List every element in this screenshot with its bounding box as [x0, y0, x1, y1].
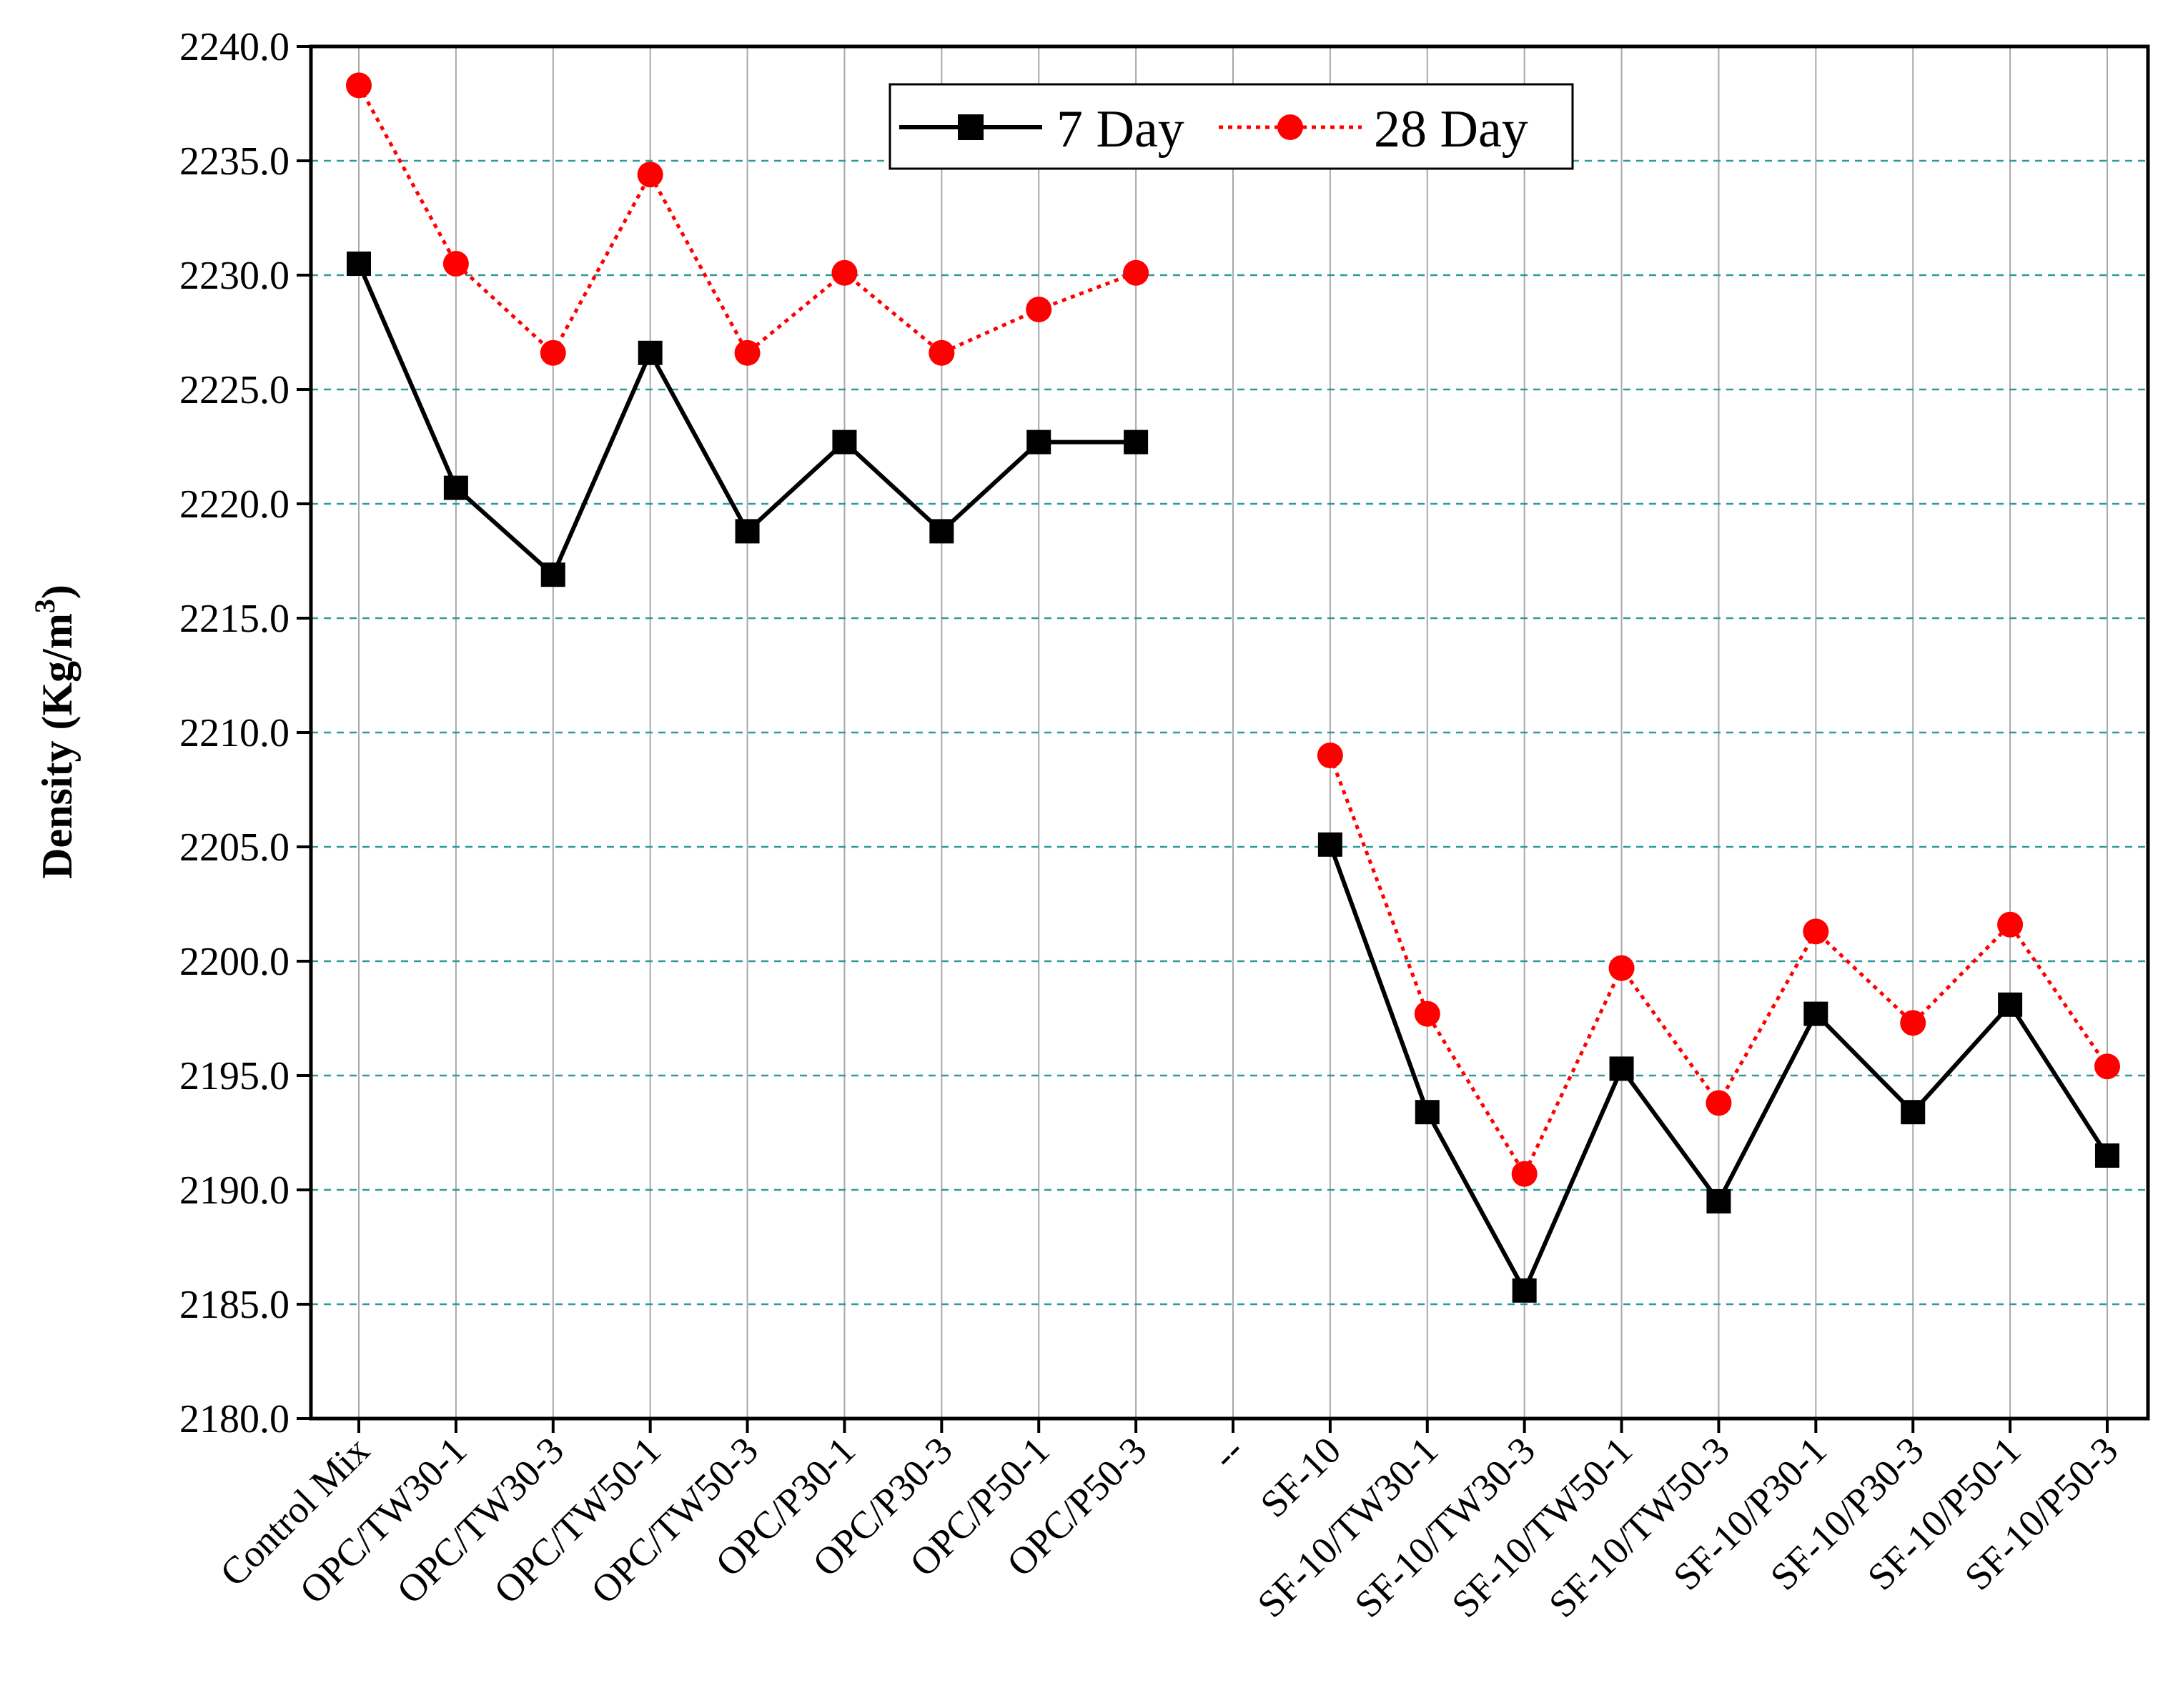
data-point-28-day [540, 339, 566, 366]
data-point-7-day [929, 519, 954, 544]
data-point-7-day [1998, 992, 2023, 1017]
y-tick-label: 2195.0 [179, 1054, 289, 1098]
y-tick-label: 2220.0 [179, 482, 289, 527]
legend-label-7-day: 7 Day [1056, 100, 1184, 159]
data-point-7-day [1609, 1056, 1634, 1081]
data-point-28-day [929, 339, 955, 366]
series-layer [346, 72, 2120, 1303]
data-point-28-day [1123, 259, 1149, 286]
series-28-day [346, 72, 2120, 1187]
data-point-28-day [1997, 911, 2024, 938]
legend-marker-7-day [958, 114, 984, 140]
y-axis-title-superscript: 3 [29, 599, 61, 613]
data-point-7-day [832, 430, 857, 455]
data-point-28-day [831, 259, 858, 286]
data-point-28-day [1608, 955, 1635, 981]
data-point-7-day [347, 252, 371, 276]
legend: 7 Day 28 Day [888, 83, 1574, 170]
y-tick-label: 2200.0 [179, 940, 289, 984]
data-point-28-day [442, 251, 469, 277]
y-axis-title-text: Density (Kg/m [34, 613, 81, 879]
data-point-7-day [1803, 1001, 1828, 1026]
data-point-7-day [443, 475, 468, 500]
data-point-7-day [540, 562, 565, 587]
data-point-7-day [1415, 1100, 1440, 1125]
series-7-day [347, 252, 2119, 1303]
y-tick-label: 2235.0 [179, 139, 289, 184]
data-point-28-day [1026, 297, 1052, 322]
data-point-7-day [735, 519, 760, 544]
y-tick-label: 2185.0 [179, 1283, 289, 1327]
y-tick-label: 2225.0 [179, 368, 289, 412]
y-tick-label: 2215.0 [179, 597, 289, 641]
data-point-28-day [1803, 918, 1829, 945]
y-tick-label: 2190.0 [179, 1168, 289, 1213]
data-point-28-day [734, 339, 761, 366]
data-point-7-day [1901, 1100, 1926, 1125]
y-tick-label: 2240.0 [179, 25, 289, 69]
data-point-7-day [1512, 1278, 1537, 1303]
legend-label-28-day: 28 Day [1374, 100, 1528, 159]
data-point-7-day [1706, 1189, 1731, 1213]
data-point-7-day [638, 340, 663, 365]
data-point-7-day [1317, 832, 1342, 857]
y-tick-label: 2205.0 [179, 825, 289, 870]
y-axis-title: Density (Kg/m3) [29, 585, 81, 879]
data-point-7-day [1124, 430, 1149, 455]
data-point-28-day [1414, 1001, 1440, 1027]
data-point-28-day [1317, 743, 1343, 768]
data-point-7-day [2095, 1143, 2119, 1168]
data-point-28-day [1900, 1010, 1926, 1036]
y-axis-title-close: ) [34, 585, 81, 599]
data-point-28-day [1706, 1090, 1732, 1116]
data-point-28-day [346, 72, 372, 99]
data-point-28-day [2094, 1053, 2120, 1080]
data-point-28-day [637, 162, 663, 188]
y-tick-label: 2180.0 [179, 1397, 289, 1441]
data-point-7-day [1026, 430, 1051, 455]
y-tick-label: 2210.0 [179, 711, 289, 755]
y-axis-ticks: 2180.0 2185.0 2190.0 2195.0 2200.0 2205.0 2210… [179, 25, 311, 1441]
y-tick-label: 2230.0 [179, 254, 289, 298]
legend-marker-28-day [1277, 114, 1303, 140]
data-point-28-day [1511, 1161, 1538, 1187]
